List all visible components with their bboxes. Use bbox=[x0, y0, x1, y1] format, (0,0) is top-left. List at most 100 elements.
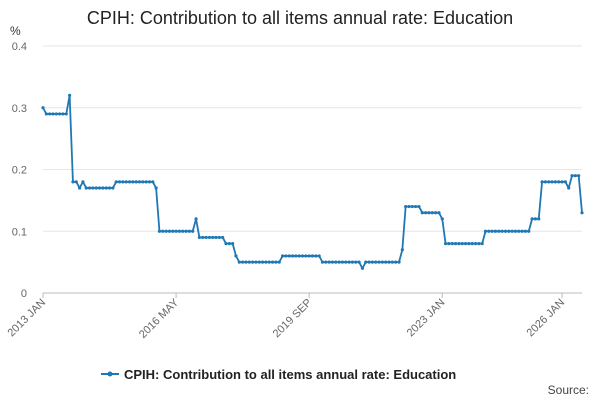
data-point[interactable] bbox=[420, 211, 424, 215]
data-point[interactable] bbox=[450, 242, 454, 246]
data-point[interactable] bbox=[563, 180, 567, 184]
data-point[interactable] bbox=[397, 260, 401, 264]
data-point[interactable] bbox=[77, 186, 82, 190]
data-point[interactable] bbox=[87, 186, 92, 190]
data-point[interactable] bbox=[257, 260, 261, 264]
data-point[interactable] bbox=[457, 242, 461, 246]
data-point[interactable] bbox=[540, 180, 544, 184]
data-point[interactable] bbox=[300, 254, 305, 258]
data-point[interactable] bbox=[54, 112, 58, 116]
data-point[interactable] bbox=[533, 217, 538, 221]
data-point[interactable] bbox=[234, 254, 238, 258]
data-point[interactable] bbox=[214, 235, 218, 240]
data-point[interactable] bbox=[117, 180, 122, 184]
data-point[interactable] bbox=[473, 242, 478, 246]
data-point[interactable] bbox=[71, 180, 75, 184]
data-point[interactable] bbox=[557, 180, 561, 184]
data-point[interactable] bbox=[530, 217, 534, 221]
data-point[interactable] bbox=[367, 260, 371, 264]
data-point[interactable] bbox=[580, 211, 584, 215]
data-point[interactable] bbox=[317, 254, 321, 258]
data-point[interactable] bbox=[41, 106, 45, 110]
data-point[interactable] bbox=[447, 242, 451, 246]
data-point[interactable] bbox=[91, 186, 95, 190]
data-point[interactable] bbox=[507, 229, 511, 233]
data-point[interactable] bbox=[264, 260, 268, 264]
data-point[interactable] bbox=[217, 235, 221, 240]
data-point[interactable] bbox=[350, 260, 355, 264]
legend[interactable]: CPIH: Contribution to all items annual r… bbox=[101, 367, 456, 382]
data-point[interactable] bbox=[513, 229, 518, 233]
data-point[interactable] bbox=[187, 229, 191, 233]
data-point[interactable] bbox=[443, 242, 448, 246]
data-point[interactable] bbox=[290, 254, 295, 258]
data-point[interactable] bbox=[434, 211, 438, 215]
data-point[interactable] bbox=[424, 211, 428, 215]
data-point[interactable] bbox=[357, 260, 361, 264]
data-point[interactable] bbox=[260, 260, 265, 264]
data-point[interactable] bbox=[477, 242, 481, 246]
data-point[interactable] bbox=[320, 260, 325, 264]
data-point[interactable] bbox=[330, 260, 335, 264]
data-point[interactable] bbox=[374, 260, 378, 264]
data-point[interactable] bbox=[68, 93, 72, 97]
data-point[interactable] bbox=[490, 229, 494, 233]
data-point[interactable] bbox=[304, 254, 308, 258]
data-point[interactable] bbox=[394, 260, 398, 264]
data-point[interactable] bbox=[380, 260, 384, 264]
data-point[interactable] bbox=[51, 112, 55, 116]
data-point[interactable] bbox=[211, 235, 215, 240]
data-point[interactable] bbox=[510, 229, 514, 233]
data-point[interactable] bbox=[167, 229, 172, 233]
data-point[interactable] bbox=[284, 254, 288, 258]
data-point[interactable] bbox=[147, 180, 152, 184]
data-point[interactable] bbox=[251, 260, 255, 264]
data-point[interactable] bbox=[174, 229, 178, 233]
data-point[interactable] bbox=[121, 180, 125, 184]
data-point[interactable] bbox=[407, 204, 411, 209]
data-point[interactable] bbox=[430, 211, 434, 215]
data-point[interactable] bbox=[527, 229, 531, 233]
data-point[interactable] bbox=[567, 186, 571, 190]
data-point[interactable] bbox=[231, 242, 235, 246]
data-point[interactable] bbox=[440, 217, 444, 221]
data-point[interactable] bbox=[177, 229, 182, 233]
data-point[interactable] bbox=[201, 235, 205, 240]
data-point[interactable] bbox=[427, 211, 431, 215]
data-point[interactable] bbox=[347, 260, 351, 264]
data-point[interactable] bbox=[280, 254, 285, 258]
data-point[interactable] bbox=[470, 242, 474, 246]
data-point[interactable] bbox=[553, 180, 557, 184]
data-point[interactable] bbox=[560, 180, 564, 184]
data-point[interactable] bbox=[500, 229, 504, 233]
data-point[interactable] bbox=[324, 260, 328, 264]
data-point[interactable] bbox=[84, 186, 88, 190]
data-point[interactable] bbox=[453, 242, 458, 246]
data-point[interactable] bbox=[101, 186, 105, 190]
data-point[interactable] bbox=[58, 112, 62, 116]
data-point[interactable] bbox=[460, 242, 464, 246]
data-point[interactable] bbox=[107, 186, 112, 190]
data-point[interactable] bbox=[237, 260, 241, 264]
data-point[interactable] bbox=[184, 229, 188, 233]
data-point[interactable] bbox=[64, 112, 68, 116]
data-point[interactable] bbox=[493, 229, 498, 233]
data-point[interactable] bbox=[274, 260, 278, 264]
data-point[interactable] bbox=[480, 242, 484, 246]
data-point[interactable] bbox=[364, 260, 368, 264]
data-point[interactable] bbox=[467, 242, 471, 246]
series-layer[interactable] bbox=[41, 93, 584, 270]
data-point[interactable] bbox=[277, 260, 281, 264]
data-point[interactable] bbox=[410, 204, 414, 209]
data-point[interactable] bbox=[164, 229, 168, 233]
data-point[interactable] bbox=[387, 260, 391, 264]
data-point[interactable] bbox=[137, 180, 142, 184]
data-point[interactable] bbox=[171, 229, 175, 233]
data-point[interactable] bbox=[197, 235, 201, 240]
data-point[interactable] bbox=[227, 242, 231, 246]
data-point[interactable] bbox=[377, 260, 381, 264]
data-point[interactable] bbox=[44, 112, 48, 116]
data-point[interactable] bbox=[194, 217, 198, 221]
data-point[interactable] bbox=[360, 266, 365, 270]
data-point[interactable] bbox=[247, 260, 251, 264]
